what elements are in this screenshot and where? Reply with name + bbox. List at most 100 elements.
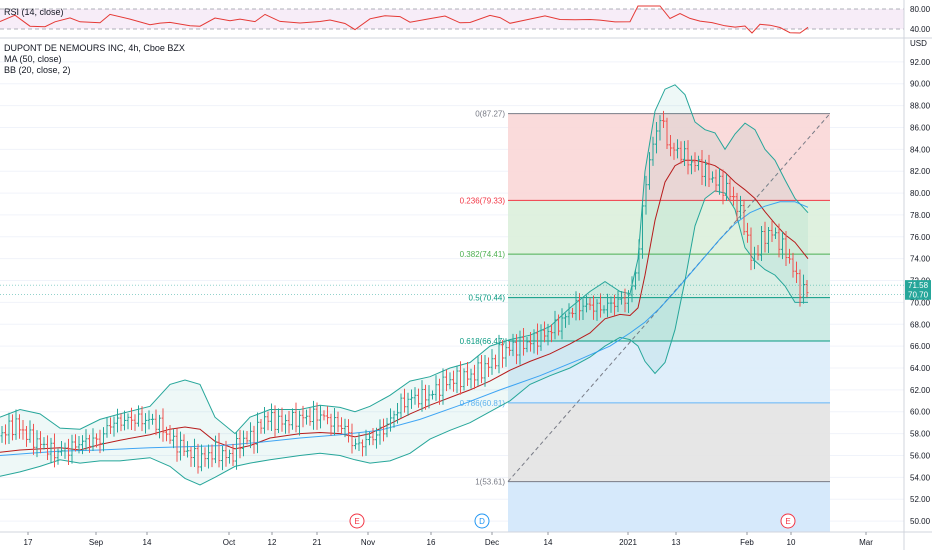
ohlc-bar: [60, 441, 63, 456]
ohlc-bar: [504, 338, 508, 367]
ohlc-bar: [147, 410, 151, 430]
ohlc-bar: [543, 321, 546, 343]
ohlc-bar: [186, 441, 189, 458]
ohlc-bar: [168, 425, 172, 444]
ohlc-bars: [0, 110, 809, 474]
ohlc-bar: [760, 225, 763, 261]
ohlc-bar: [749, 227, 753, 271]
price-tag-label: 70.70: [908, 291, 929, 300]
ohlc-bar: [49, 437, 53, 464]
event-marker[interactable]: E: [780, 513, 796, 529]
ohlc-bar: [56, 448, 60, 465]
ohlc-bar: [70, 434, 74, 464]
event-marker-label: D: [479, 517, 485, 526]
price-tick-label: 74.00: [910, 255, 931, 264]
ohlc-bar: [637, 239, 641, 281]
price-tick-label: 80.00: [910, 189, 931, 198]
price-tick-label: 86.00: [910, 123, 931, 132]
ohlc-bar: [805, 279, 809, 298]
bollinger-upper-line: [0, 84, 809, 435]
ohlc-bar: [364, 429, 368, 456]
ohlc-bar: [368, 431, 371, 446]
price-tick-label: 62.00: [910, 386, 931, 395]
ohlc-bar: [595, 299, 599, 321]
ohlc-bar: [231, 443, 235, 466]
ohlc-bar: [732, 186, 735, 206]
ohlc-bar: [658, 115, 662, 141]
ohlc-bar: [154, 409, 158, 436]
ohlc-bar: [735, 192, 739, 222]
event-marker[interactable]: E: [349, 513, 365, 529]
ohlc-bar: [196, 443, 200, 474]
event-marker-circle: [474, 513, 490, 529]
ohlc-bar: [263, 407, 266, 434]
ohlc-bar: [319, 405, 322, 429]
ohlc-bar: [518, 330, 522, 365]
ohlc-bar: [553, 310, 557, 340]
time-tick-label: Nov: [361, 538, 375, 547]
ohlc-bar: [613, 294, 616, 316]
ohlc-bar: [539, 324, 543, 351]
ohlc-bar: [511, 333, 515, 357]
ohlc-bar: [403, 388, 406, 413]
ohlc-bar: [158, 414, 161, 439]
ohlc-bar: [25, 425, 28, 447]
ohlc-bar: [798, 269, 802, 307]
ohlc-bar: [525, 337, 529, 353]
time-tick-label: 16: [427, 538, 436, 547]
event-marker[interactable]: D: [474, 513, 490, 529]
ohlc-bar: [522, 328, 525, 356]
ohlc-bar: [287, 410, 291, 434]
ohlc-bar: [501, 340, 504, 368]
ohlc-bar: [693, 152, 697, 172]
ohlc-bar: [298, 410, 301, 436]
ohlc-bar: [245, 430, 249, 445]
ohlc-bar: [651, 136, 655, 166]
ohlc-bar: [676, 139, 679, 159]
ohlc-bar: [441, 368, 445, 405]
ohlc-bar: [795, 261, 798, 284]
ohlc-bar: [679, 141, 683, 164]
ohlc-bar: [63, 442, 67, 459]
ohlc-bar: [123, 410, 126, 431]
time-tick-label: 13: [672, 538, 681, 547]
ohlc-bar: [350, 423, 354, 454]
ohlc-bar: [714, 169, 718, 193]
price-tick-label: 68.00: [910, 320, 931, 329]
ohlc-bar: [567, 303, 571, 325]
price-tick-label: 54.00: [910, 473, 931, 482]
ohlc-bar: [182, 434, 186, 457]
ohlc-bar: [53, 433, 56, 468]
time-tick-label: 12: [268, 538, 277, 547]
ohlc-bar: [585, 295, 588, 313]
ohlc-bar: [487, 357, 490, 378]
fib-level-label: 0.236(79.33): [460, 196, 506, 205]
ohlc-bar: [564, 313, 567, 328]
ohlc-bar: [389, 408, 392, 432]
ohlc-bar: [763, 221, 767, 253]
ma50-line: [0, 201, 809, 456]
price-tag-box: [905, 280, 931, 291]
bb-legend-label: BB (20, close, 2): [4, 65, 71, 75]
ohlc-bar: [644, 175, 648, 215]
ohlc-bar: [466, 361, 469, 387]
time-tick-label: Dec: [485, 538, 499, 547]
ohlc-bar: [697, 155, 700, 171]
ohlc-bar: [329, 413, 333, 436]
ohlc-bar: [574, 291, 578, 321]
ohlc-bar: [581, 298, 585, 321]
ohlc-bar: [210, 444, 214, 468]
ohlc-bar: [672, 142, 676, 160]
ohlc-bar: [648, 152, 651, 190]
ohlc-bar: [791, 252, 795, 278]
ohlc-bar: [77, 435, 81, 454]
ma-legend-label: MA (50, close): [4, 54, 62, 64]
price-tick-label: 60.00: [910, 408, 931, 417]
ohlc-bar: [550, 324, 553, 343]
ohlc-bar: [532, 329, 536, 354]
ohlc-bar: [623, 288, 627, 313]
ohlc-bar: [235, 432, 238, 470]
ohlc-bar: [431, 390, 434, 400]
ohlc-bar: [326, 406, 329, 425]
